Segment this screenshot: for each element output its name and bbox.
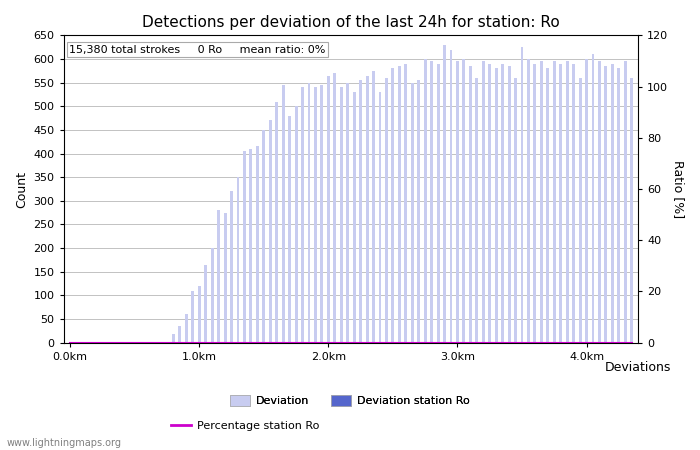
Bar <box>243 151 246 343</box>
Bar <box>533 64 536 343</box>
Bar <box>630 78 634 343</box>
Bar <box>191 291 195 343</box>
Bar <box>295 106 298 343</box>
Bar <box>281 85 285 343</box>
Bar <box>353 92 356 343</box>
Bar <box>321 85 323 343</box>
Bar <box>327 76 330 343</box>
Bar <box>314 87 317 343</box>
Bar <box>437 64 440 343</box>
Bar <box>592 54 594 343</box>
Bar <box>256 146 259 343</box>
Bar <box>185 315 188 343</box>
Bar <box>508 66 510 343</box>
Bar <box>307 83 310 343</box>
Bar <box>449 50 452 343</box>
Bar <box>521 47 524 343</box>
Bar <box>559 64 562 343</box>
Legend: Percentage station Ro: Percentage station Ro <box>167 417 323 436</box>
Bar <box>527 59 530 343</box>
Bar <box>443 45 446 343</box>
Legend: Deviation, Deviation station Ro: Deviation, Deviation station Ro <box>226 390 474 411</box>
Bar <box>204 265 207 343</box>
Title: Detections per deviation of the last 24h for station: Ro: Detections per deviation of the last 24h… <box>142 15 560 30</box>
Bar <box>495 68 498 343</box>
Bar <box>605 66 608 343</box>
Bar <box>365 76 368 343</box>
Bar <box>430 61 433 343</box>
Y-axis label: Count: Count <box>15 171 28 207</box>
Bar <box>475 78 478 343</box>
Bar <box>469 66 472 343</box>
Bar <box>333 73 336 343</box>
Bar <box>359 80 362 343</box>
Bar <box>572 64 575 343</box>
Bar <box>340 87 343 343</box>
Bar <box>501 64 504 343</box>
Bar <box>463 59 466 343</box>
Bar <box>237 177 239 343</box>
Bar <box>211 248 214 343</box>
Bar <box>269 121 272 343</box>
Bar <box>617 68 620 343</box>
Bar <box>514 78 517 343</box>
Bar <box>172 334 175 343</box>
Bar <box>585 59 588 343</box>
Bar <box>372 71 375 343</box>
Bar <box>540 61 542 343</box>
Bar <box>456 61 459 343</box>
Bar <box>424 59 426 343</box>
X-axis label: Deviations: Deviations <box>605 361 671 374</box>
Bar <box>385 78 388 343</box>
Bar <box>346 83 349 343</box>
Bar <box>405 64 407 343</box>
Bar <box>598 61 601 343</box>
Bar <box>489 64 491 343</box>
Bar <box>579 78 582 343</box>
Bar <box>417 80 420 343</box>
Bar <box>411 83 414 343</box>
Bar <box>482 61 484 343</box>
Bar <box>379 92 382 343</box>
Text: 15,380 total strokes     0 Ro     mean ratio: 0%: 15,380 total strokes 0 Ro mean ratio: 0% <box>69 45 326 54</box>
Bar <box>391 68 394 343</box>
Bar <box>553 61 556 343</box>
Bar <box>547 68 550 343</box>
Bar <box>275 102 278 343</box>
Bar <box>301 87 304 343</box>
Bar <box>566 61 568 343</box>
Bar <box>611 64 614 343</box>
Y-axis label: Ratio [%]: Ratio [%] <box>672 160 685 218</box>
Bar <box>217 210 220 343</box>
Bar <box>198 286 201 343</box>
Bar <box>398 66 401 343</box>
Bar <box>624 61 626 343</box>
Bar <box>249 149 252 343</box>
Text: www.lightningmaps.org: www.lightningmaps.org <box>7 438 122 448</box>
Bar <box>288 116 291 343</box>
Bar <box>230 191 233 343</box>
Bar <box>178 326 181 343</box>
Bar <box>262 130 265 343</box>
Bar <box>223 213 227 343</box>
